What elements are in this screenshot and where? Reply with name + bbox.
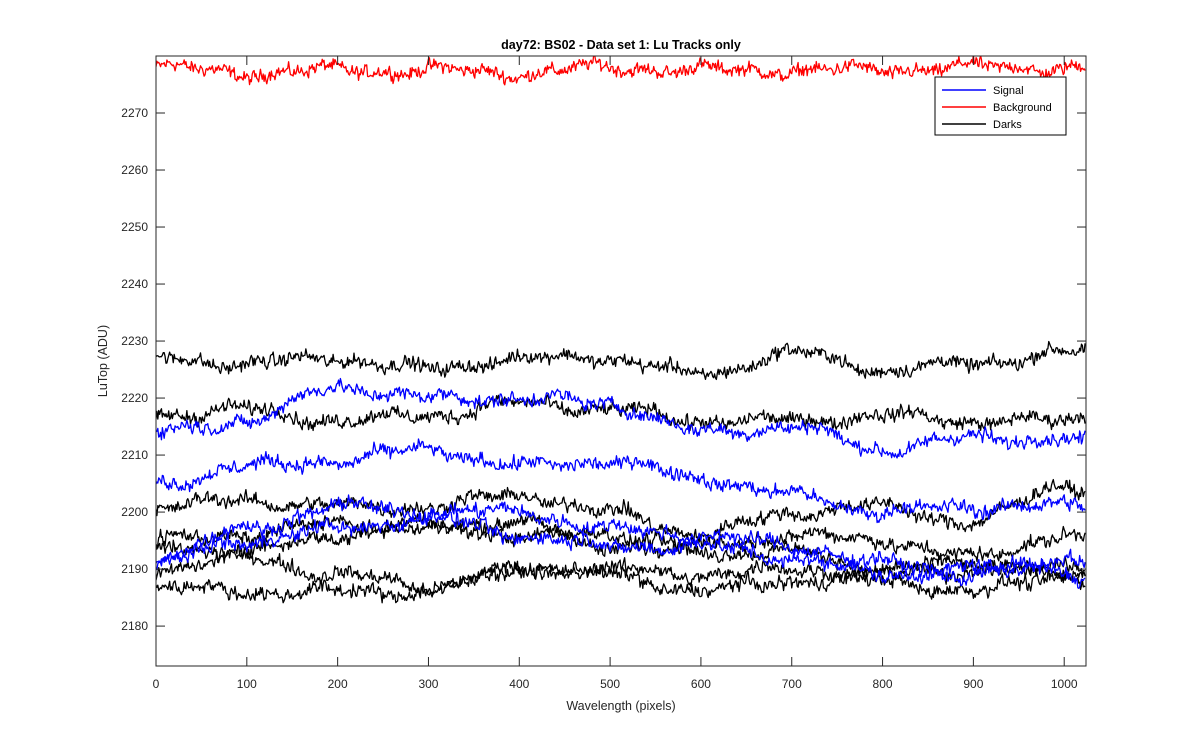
x-tick-label: 300	[418, 677, 438, 691]
legend-label-signal: Signal	[993, 85, 1024, 97]
y-tick-label: 2220	[121, 391, 148, 405]
series-line-signal-3	[156, 494, 1086, 589]
series-line-darks-1	[156, 340, 1086, 381]
x-tick-label: 100	[237, 677, 257, 691]
x-tick-label: 500	[600, 677, 620, 691]
series-layer	[156, 56, 1086, 604]
y-axis-label: LuTop (ADU)	[96, 325, 110, 397]
series-line-darks-4	[156, 514, 1086, 562]
series-line-darks-7	[156, 561, 1086, 604]
series-line-signal-4	[156, 507, 1086, 585]
x-tick-label: 700	[782, 677, 802, 691]
y-tick-label: 2230	[121, 334, 148, 348]
x-tick-label: 200	[328, 677, 348, 691]
legend: Signal Background Darks	[934, 76, 1067, 136]
legend-label-background: Background	[993, 102, 1052, 114]
series-line-darks-3	[156, 478, 1086, 543]
legend-box	[934, 76, 1067, 136]
y-tick-label: 2210	[121, 448, 148, 462]
x-tick-label: 800	[873, 677, 893, 691]
y-tick-label: 2200	[121, 505, 148, 519]
y-tick-label: 2260	[121, 163, 148, 177]
x-axis-label: Wavelength (pixels)	[566, 699, 675, 713]
x-tick-label: 1000	[1051, 677, 1078, 691]
chart-title: day72: BS02 - Data set 1: Lu Tracks only	[501, 38, 741, 52]
y-tick-label: 2250	[121, 220, 148, 234]
series-line-signal-2	[156, 438, 1086, 524]
axes-layer	[155, 55, 1087, 667]
axes-frame	[155, 55, 1087, 667]
series-line-darks-2	[156, 394, 1086, 432]
series-line-signal-1	[156, 377, 1086, 459]
legend-label-darks: Darks	[993, 119, 1022, 131]
y-tick-label: 2190	[121, 562, 148, 576]
series-line-background-1	[156, 56, 1086, 86]
x-tick-label: 900	[963, 677, 983, 691]
y-tick-label: 2180	[121, 619, 148, 633]
ticks-layer: 0 100 200 300 400 500 600 700 800 900 1000 2180 2190…	[121, 56, 1086, 691]
y-tick-label: 2240	[121, 277, 148, 291]
x-tick-label: 400	[509, 677, 529, 691]
y-tick-label: 2270	[121, 106, 148, 120]
x-tick-label: 0	[153, 677, 160, 691]
x-tick-label: 600	[691, 677, 711, 691]
